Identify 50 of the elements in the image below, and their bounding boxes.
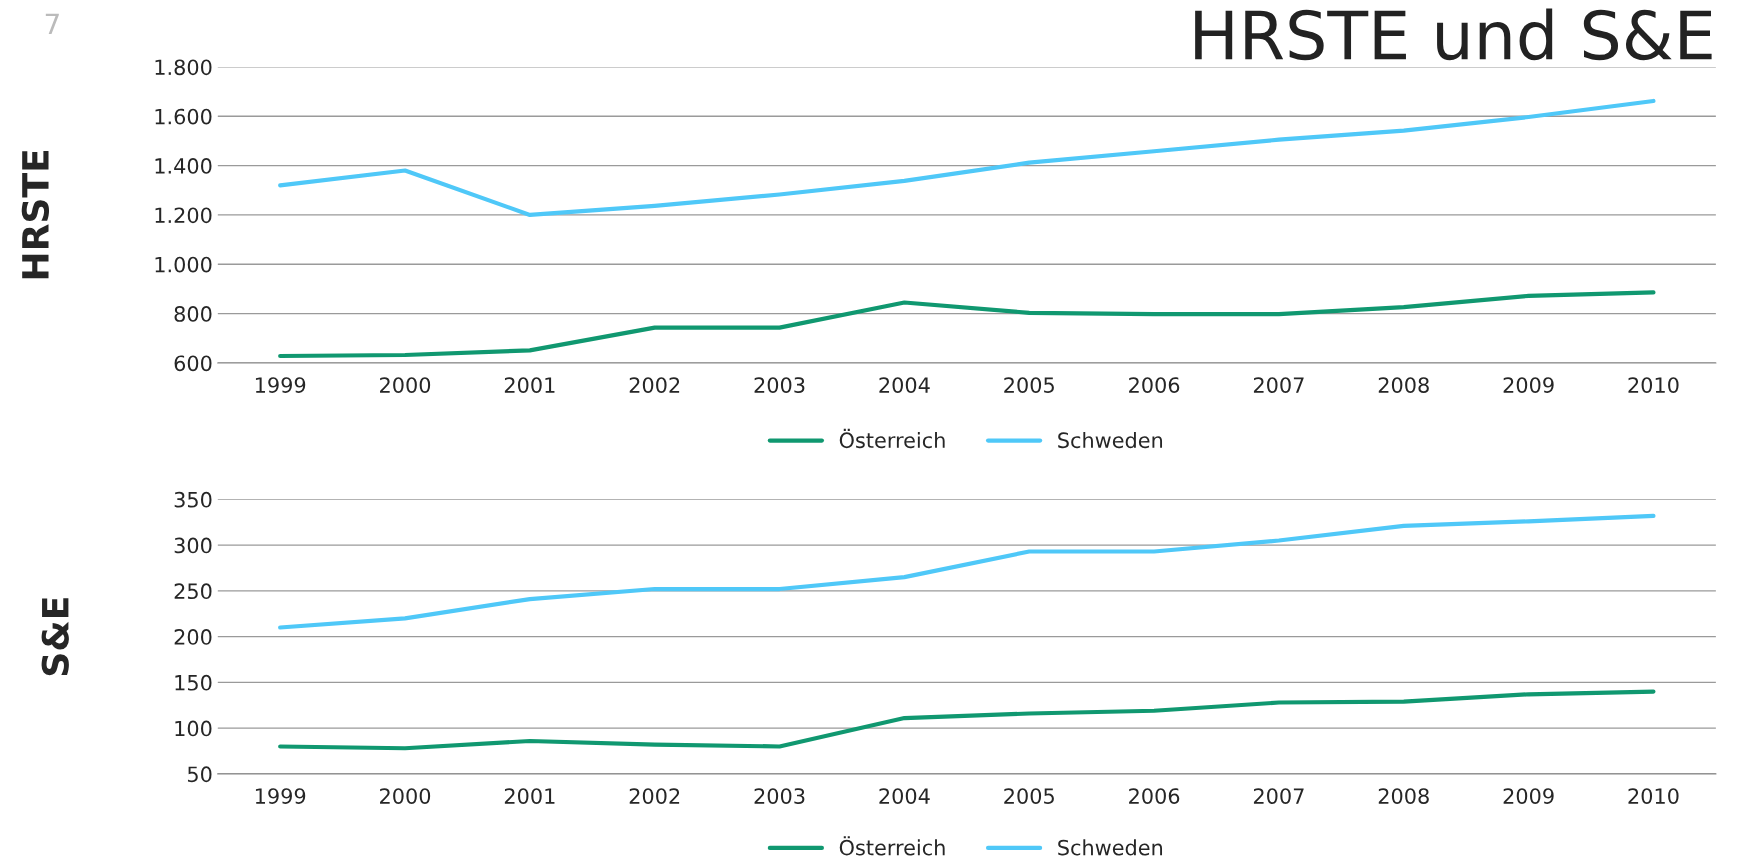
y-axis-title: S&E (41, 598, 69, 676)
y-tick-label: 200 (174, 629, 212, 645)
x-tick-label: 2004 (879, 788, 930, 804)
y-tick-label: 50 (187, 766, 212, 783)
x-tick-label: 2006 (1129, 377, 1180, 393)
x-tick-label: 2008 (1378, 788, 1429, 804)
y-tick-label: 250 (174, 583, 212, 600)
x-tick-label: 2008 (1378, 377, 1429, 393)
y-tick-label: 300 (174, 537, 212, 554)
x-tick-label: 2009 (1503, 788, 1554, 804)
x-tick-label: 2007 (1253, 377, 1304, 393)
y-tick-label: 1.800 (155, 59, 212, 76)
x-tick-label: 2001 (504, 788, 555, 804)
x-tick-label: 1999 (255, 788, 306, 804)
y-tick-label: 800 (174, 306, 212, 322)
legend-label: Schweden (1058, 432, 1163, 449)
legend-label: Österreich (839, 428, 945, 449)
x-tick-label: 2005 (1004, 788, 1054, 804)
x-tick-label: 2009 (1503, 377, 1554, 393)
x-tick-label: 2010 (1628, 788, 1679, 804)
x-tick-label: 2000 (380, 788, 431, 804)
y-tick-label: 1.600 (155, 108, 212, 125)
x-tick-label: 2000 (380, 377, 431, 393)
x-tick-label: 2004 (879, 377, 930, 393)
y-tick-label: 100 (175, 720, 212, 737)
x-tick-label: 2002 (629, 377, 680, 393)
text: 7 (45, 13, 59, 34)
x-tick-label: 2001 (504, 377, 555, 393)
x-tick-label: 2006 (1129, 788, 1180, 804)
x-tick-label: 2003 (754, 377, 805, 393)
y-tick-label: 1.000 (155, 256, 212, 273)
y-tick-label: 1.400 (155, 158, 212, 174)
x-tick-label: 2002 (629, 788, 680, 804)
y-tick-label: 150 (175, 674, 212, 691)
y-tick-label: 350 (174, 491, 212, 508)
x-tick-label: 1999 (255, 377, 306, 393)
chart-title: HRSTE und S&E (1195, 8, 1712, 61)
y-tick-label: 600 (174, 355, 212, 372)
x-tick-label: 2003 (754, 788, 805, 804)
line-series (278, 98, 1656, 218)
y-axis-title: HRSTE (21, 150, 50, 279)
line-series (278, 290, 1656, 359)
legend-label: Österreich (839, 836, 945, 856)
x-tick-label: 2005 (1004, 377, 1054, 393)
line-series (278, 689, 1656, 751)
legend-label: Schweden (1058, 839, 1163, 856)
x-tick-label: 2007 (1253, 788, 1304, 804)
line-series (278, 513, 1656, 630)
y-tick-label: 1.200 (155, 207, 212, 224)
x-tick-label: 2010 (1628, 377, 1679, 393)
